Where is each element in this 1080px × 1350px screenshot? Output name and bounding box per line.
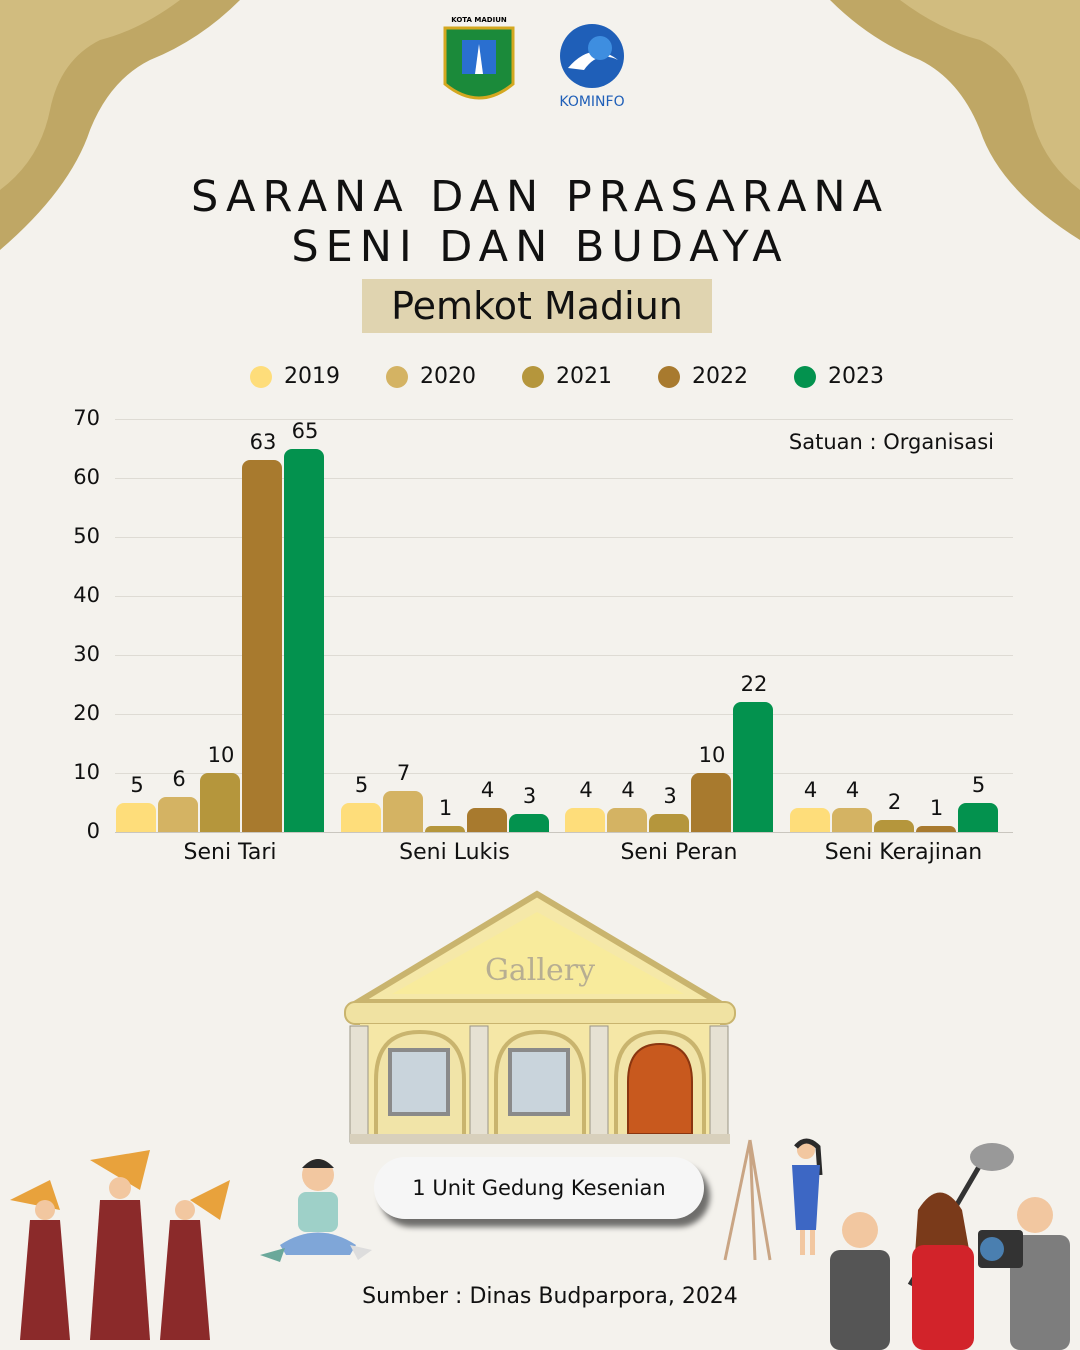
child-origami-illustration (260, 1159, 372, 1262)
y-tick-label: 70 (73, 406, 100, 430)
legend-label: 2022 (692, 364, 748, 389)
data-label: 6 (172, 766, 186, 791)
y-tick-label: 60 (73, 465, 100, 489)
gridline (115, 419, 1013, 420)
data-label: 10 (698, 743, 726, 767)
gridline (115, 655, 1013, 656)
dancers-illustration (10, 1150, 230, 1340)
x-category-label: Seni Tari (183, 840, 277, 865)
title-line-2: SENI DAN BUDAYA (291, 222, 789, 272)
gridline (115, 537, 1013, 538)
bar-2022 (466, 808, 507, 832)
data-label: 7 (396, 760, 411, 785)
source-note: Sumber : Dinas Budparpora, 2024 (362, 1284, 738, 1309)
legend-swatch (386, 365, 408, 388)
legend-item-2019: 2019 (250, 364, 340, 389)
batik-ornament-top-left (0, 0, 240, 250)
data-label: 4 (579, 778, 593, 803)
legend-label: 2023 (828, 364, 884, 389)
bar-2021 (873, 820, 914, 832)
bar-2020 (607, 808, 647, 832)
bar-2022 (915, 826, 956, 832)
gallery-building-illustration: Gallery (344, 890, 736, 1144)
legend: 2019 2020 2021 2022 2023 (250, 364, 930, 389)
bar-2020 (382, 790, 423, 832)
data-label: 5 (130, 772, 144, 797)
bar-2019 (340, 802, 381, 832)
data-label: 4 (480, 778, 495, 803)
legend-swatch (794, 365, 816, 388)
bar-2020 (831, 808, 872, 832)
x-category-label: Seni Lukis (399, 840, 510, 865)
gedung-kesenian-button[interactable]: 1 Unit Gedung Kesenian (374, 1157, 704, 1219)
legend-item-2023: 2023 (794, 364, 884, 389)
bar-2021 (200, 773, 240, 832)
data-label: 3 (522, 784, 537, 809)
unit-annotation: Satuan : Organisasi (788, 430, 994, 454)
gridline (115, 714, 1013, 715)
bar-2023 (957, 802, 998, 832)
bar-2020 (158, 796, 198, 832)
data-label: 4 (803, 778, 818, 803)
batik-ornament-top-right (830, 0, 1080, 240)
bar-2021 (649, 814, 689, 832)
data-label: 22 (740, 672, 768, 697)
bar-2019 (565, 808, 605, 832)
y-tick-label: 0 (86, 819, 100, 843)
data-label: 1 (929, 796, 944, 821)
x-category-label: Seni Peran (620, 840, 738, 865)
bar-2023 (733, 702, 773, 832)
gridline (115, 832, 1013, 833)
y-tick-label: 30 (73, 642, 100, 666)
legend-item-2020: 2020 (386, 364, 476, 389)
bar-2019 (116, 802, 156, 832)
y-tick-label: 20 (73, 701, 100, 725)
bar-chart: 0 10 20 30 40 50 60 70 Seni Tari 5 6 10 63 65 Seni Luk… (73, 406, 1013, 865)
bar-2022 (242, 460, 282, 832)
bar-2023 (284, 448, 324, 832)
data-label: 63 (249, 430, 277, 455)
subtitle: Pemkot Madiun (362, 279, 712, 333)
legend-label: 2020 (420, 364, 476, 389)
legend-swatch (658, 365, 680, 388)
x-category-label: Seni Kerajinan (824, 840, 983, 865)
data-label: 4 (845, 778, 860, 803)
title-line-1: SARANA DAN PRASARANA (190, 172, 890, 222)
data-label: 5 (354, 772, 369, 797)
data-label: 65 (291, 418, 319, 443)
bar-2023 (508, 814, 549, 832)
kominfo-logo-text: KOMINFO (559, 94, 625, 110)
legend-item-2022: 2022 (658, 364, 748, 389)
bar-2022 (691, 773, 731, 832)
data-label: 2 (887, 790, 902, 815)
y-tick-label: 40 (73, 583, 100, 607)
data-label: 10 (207, 743, 235, 767)
data-label: 4 (621, 778, 635, 803)
legend-label: 2021 (556, 364, 612, 389)
svg-text:KOTA MADIUN: KOTA MADIUN (451, 16, 507, 24)
y-tick-label: 10 (73, 760, 100, 784)
legend-label: 2019 (284, 364, 340, 389)
kominfo-logo: KOMINFO (548, 20, 636, 110)
data-label: 3 (663, 784, 677, 809)
bar-2019 (789, 808, 830, 832)
gridline (115, 478, 1013, 479)
gridline (115, 773, 1013, 774)
gallery-sign: Gallery (485, 953, 595, 988)
legend-swatch (522, 365, 544, 388)
kota-madiun-logo: KOTA MADIUN (442, 14, 516, 116)
y-tick-label: 50 (73, 524, 100, 548)
legend-item-2021: 2021 (522, 364, 612, 389)
legend-swatch (250, 365, 272, 388)
painter-illustration (723, 1138, 823, 1261)
data-label: 1 (438, 796, 453, 821)
data-label: 5 (971, 772, 986, 797)
gridline (115, 596, 1013, 597)
film-crew-illustration (830, 1143, 1070, 1350)
bar-2021 (424, 826, 465, 832)
